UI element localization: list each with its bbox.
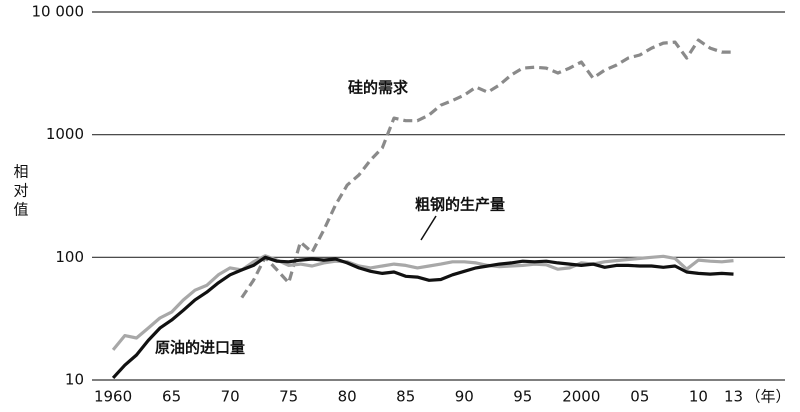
series-line xyxy=(240,38,734,299)
series-label: 粗钢的生产量 xyxy=(415,196,505,214)
y-tick-label: 10 xyxy=(65,371,84,389)
y-tick-label: 100 xyxy=(55,248,84,266)
x-tick-label: 90 xyxy=(455,388,474,406)
x-axis-title: （年） xyxy=(745,388,790,406)
x-tick-label: 1960 xyxy=(94,388,132,406)
x-tick-label: 10 xyxy=(689,388,708,406)
x-tick-label: 70 xyxy=(221,388,240,406)
annotation-pointer xyxy=(420,215,437,241)
x-tick-label: 85 xyxy=(396,388,415,406)
series-label: 原油的进口量 xyxy=(155,339,245,357)
x-tick-label: 2000 xyxy=(562,388,600,406)
x-tick-label: 80 xyxy=(338,388,357,406)
y-tick-label: 10 000 xyxy=(32,3,85,21)
x-tick-label: 75 xyxy=(279,388,298,406)
series-line xyxy=(111,255,734,379)
x-tick-label: 05 xyxy=(630,388,649,406)
y-tick-label: 1000 xyxy=(46,125,84,143)
x-tick-label: 65 xyxy=(162,388,181,406)
x-tick-label: 13 xyxy=(724,388,743,406)
series-line xyxy=(111,254,734,351)
y-axis-title: 相对值 xyxy=(12,164,30,221)
series-label: 硅的需求 xyxy=(348,79,409,97)
x-tick-label: 95 xyxy=(513,388,532,406)
